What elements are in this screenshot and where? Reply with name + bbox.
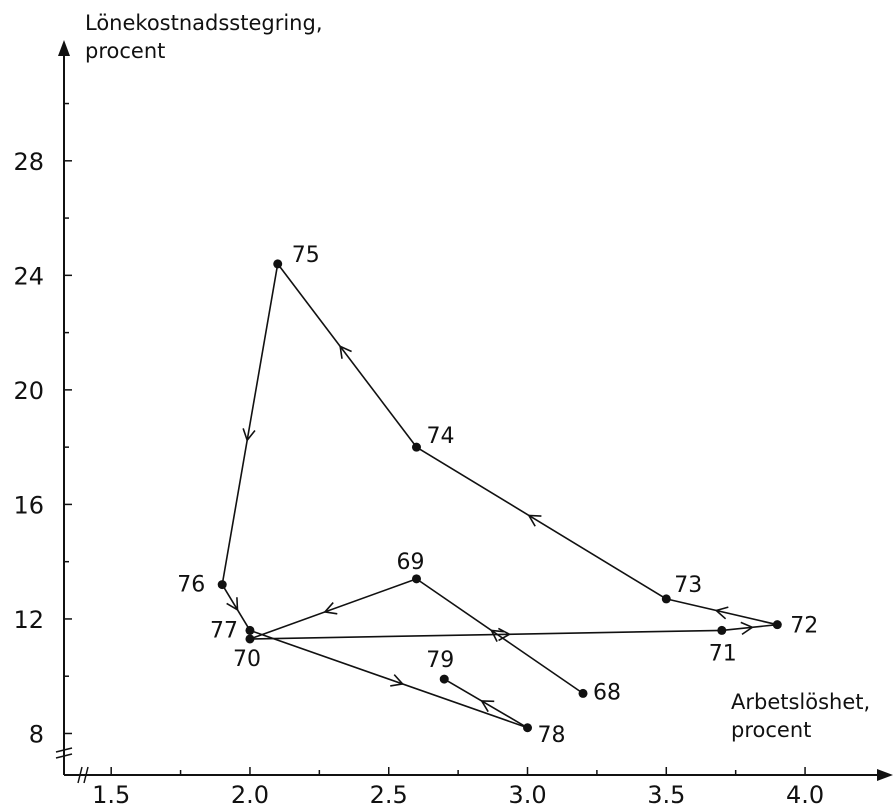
point-label: 68 bbox=[593, 680, 621, 705]
segment bbox=[443, 678, 528, 729]
data-point bbox=[411, 442, 421, 452]
x-tick-label: 3.0 bbox=[508, 781, 546, 804]
direction-arrow bbox=[226, 597, 239, 612]
point-label: 74 bbox=[426, 424, 454, 449]
y-tick-label: 16 bbox=[13, 491, 44, 519]
point-label: 72 bbox=[790, 614, 818, 639]
x-axis-break bbox=[77, 766, 89, 784]
segment bbox=[249, 629, 528, 729]
data-point bbox=[439, 674, 449, 684]
direction-arrow bbox=[242, 428, 256, 442]
x-axis-arrowhead bbox=[877, 769, 893, 781]
direction-arrow bbox=[480, 700, 495, 713]
point-label: 78 bbox=[538, 723, 566, 748]
data-point bbox=[772, 620, 782, 630]
data-point bbox=[578, 688, 588, 698]
x-tick-label: 2.0 bbox=[231, 781, 269, 804]
point-label: 76 bbox=[177, 573, 205, 598]
segment bbox=[277, 263, 418, 448]
direction-arrows bbox=[226, 345, 754, 713]
point-label: 71 bbox=[709, 641, 737, 666]
data-point bbox=[217, 580, 227, 590]
direction-arrow bbox=[490, 629, 504, 642]
y-tick-label: 24 bbox=[13, 262, 44, 290]
segment bbox=[416, 578, 584, 695]
point-label: 77 bbox=[210, 618, 238, 643]
data-point bbox=[523, 723, 533, 733]
data-point bbox=[717, 625, 727, 635]
segment bbox=[221, 584, 251, 631]
x-tick-label: 1.5 bbox=[92, 781, 130, 804]
direction-arrow bbox=[527, 514, 542, 527]
y-axis-title-line-1: Lönekostnadsstegring, bbox=[85, 11, 323, 35]
direction-arrow bbox=[497, 627, 512, 642]
segment bbox=[221, 263, 279, 585]
x-tick-label: 2.5 bbox=[370, 781, 408, 804]
point-label: 75 bbox=[292, 243, 320, 268]
point-label: 69 bbox=[396, 550, 424, 575]
ticks bbox=[64, 102, 806, 775]
y-tick-label: 28 bbox=[13, 148, 44, 176]
x-tick-label: 4.0 bbox=[786, 781, 824, 804]
direction-arrow bbox=[323, 602, 338, 615]
point-label: 70 bbox=[233, 647, 261, 672]
data-point bbox=[411, 574, 421, 584]
point-label: 79 bbox=[426, 648, 454, 673]
data-point bbox=[245, 625, 255, 635]
y-axis-arrowhead bbox=[58, 40, 70, 56]
y-axis-title-line-2: procent bbox=[85, 39, 165, 63]
y-tick-label: 20 bbox=[13, 377, 44, 405]
y-axis-break bbox=[55, 747, 73, 759]
x-tick-label: 3.5 bbox=[647, 781, 685, 804]
x-axis-title-line-1: Arbetslöshet, bbox=[731, 690, 870, 714]
tick-labels: 1.5 2.0 2.5 3.0 3.5 4.0 8 12 16 20 24 28 bbox=[13, 148, 824, 804]
segment bbox=[721, 623, 778, 632]
x-axis-title-line-2: procent bbox=[731, 718, 811, 742]
segment bbox=[416, 446, 667, 600]
y-tick-label: 8 bbox=[29, 720, 44, 748]
data-point bbox=[245, 634, 255, 644]
segment bbox=[249, 629, 722, 640]
data-point bbox=[661, 594, 671, 604]
data-points bbox=[217, 259, 782, 733]
direction-arrow bbox=[740, 621, 754, 636]
series-path bbox=[221, 263, 778, 729]
data-point bbox=[273, 259, 283, 269]
segment bbox=[666, 598, 778, 626]
y-tick-label: 12 bbox=[13, 606, 44, 634]
segment bbox=[249, 578, 417, 640]
point-label: 73 bbox=[674, 573, 702, 598]
axes bbox=[55, 40, 893, 784]
direction-arrow bbox=[390, 674, 405, 687]
direction-arrow bbox=[339, 345, 352, 359]
direction-arrow bbox=[714, 606, 729, 620]
